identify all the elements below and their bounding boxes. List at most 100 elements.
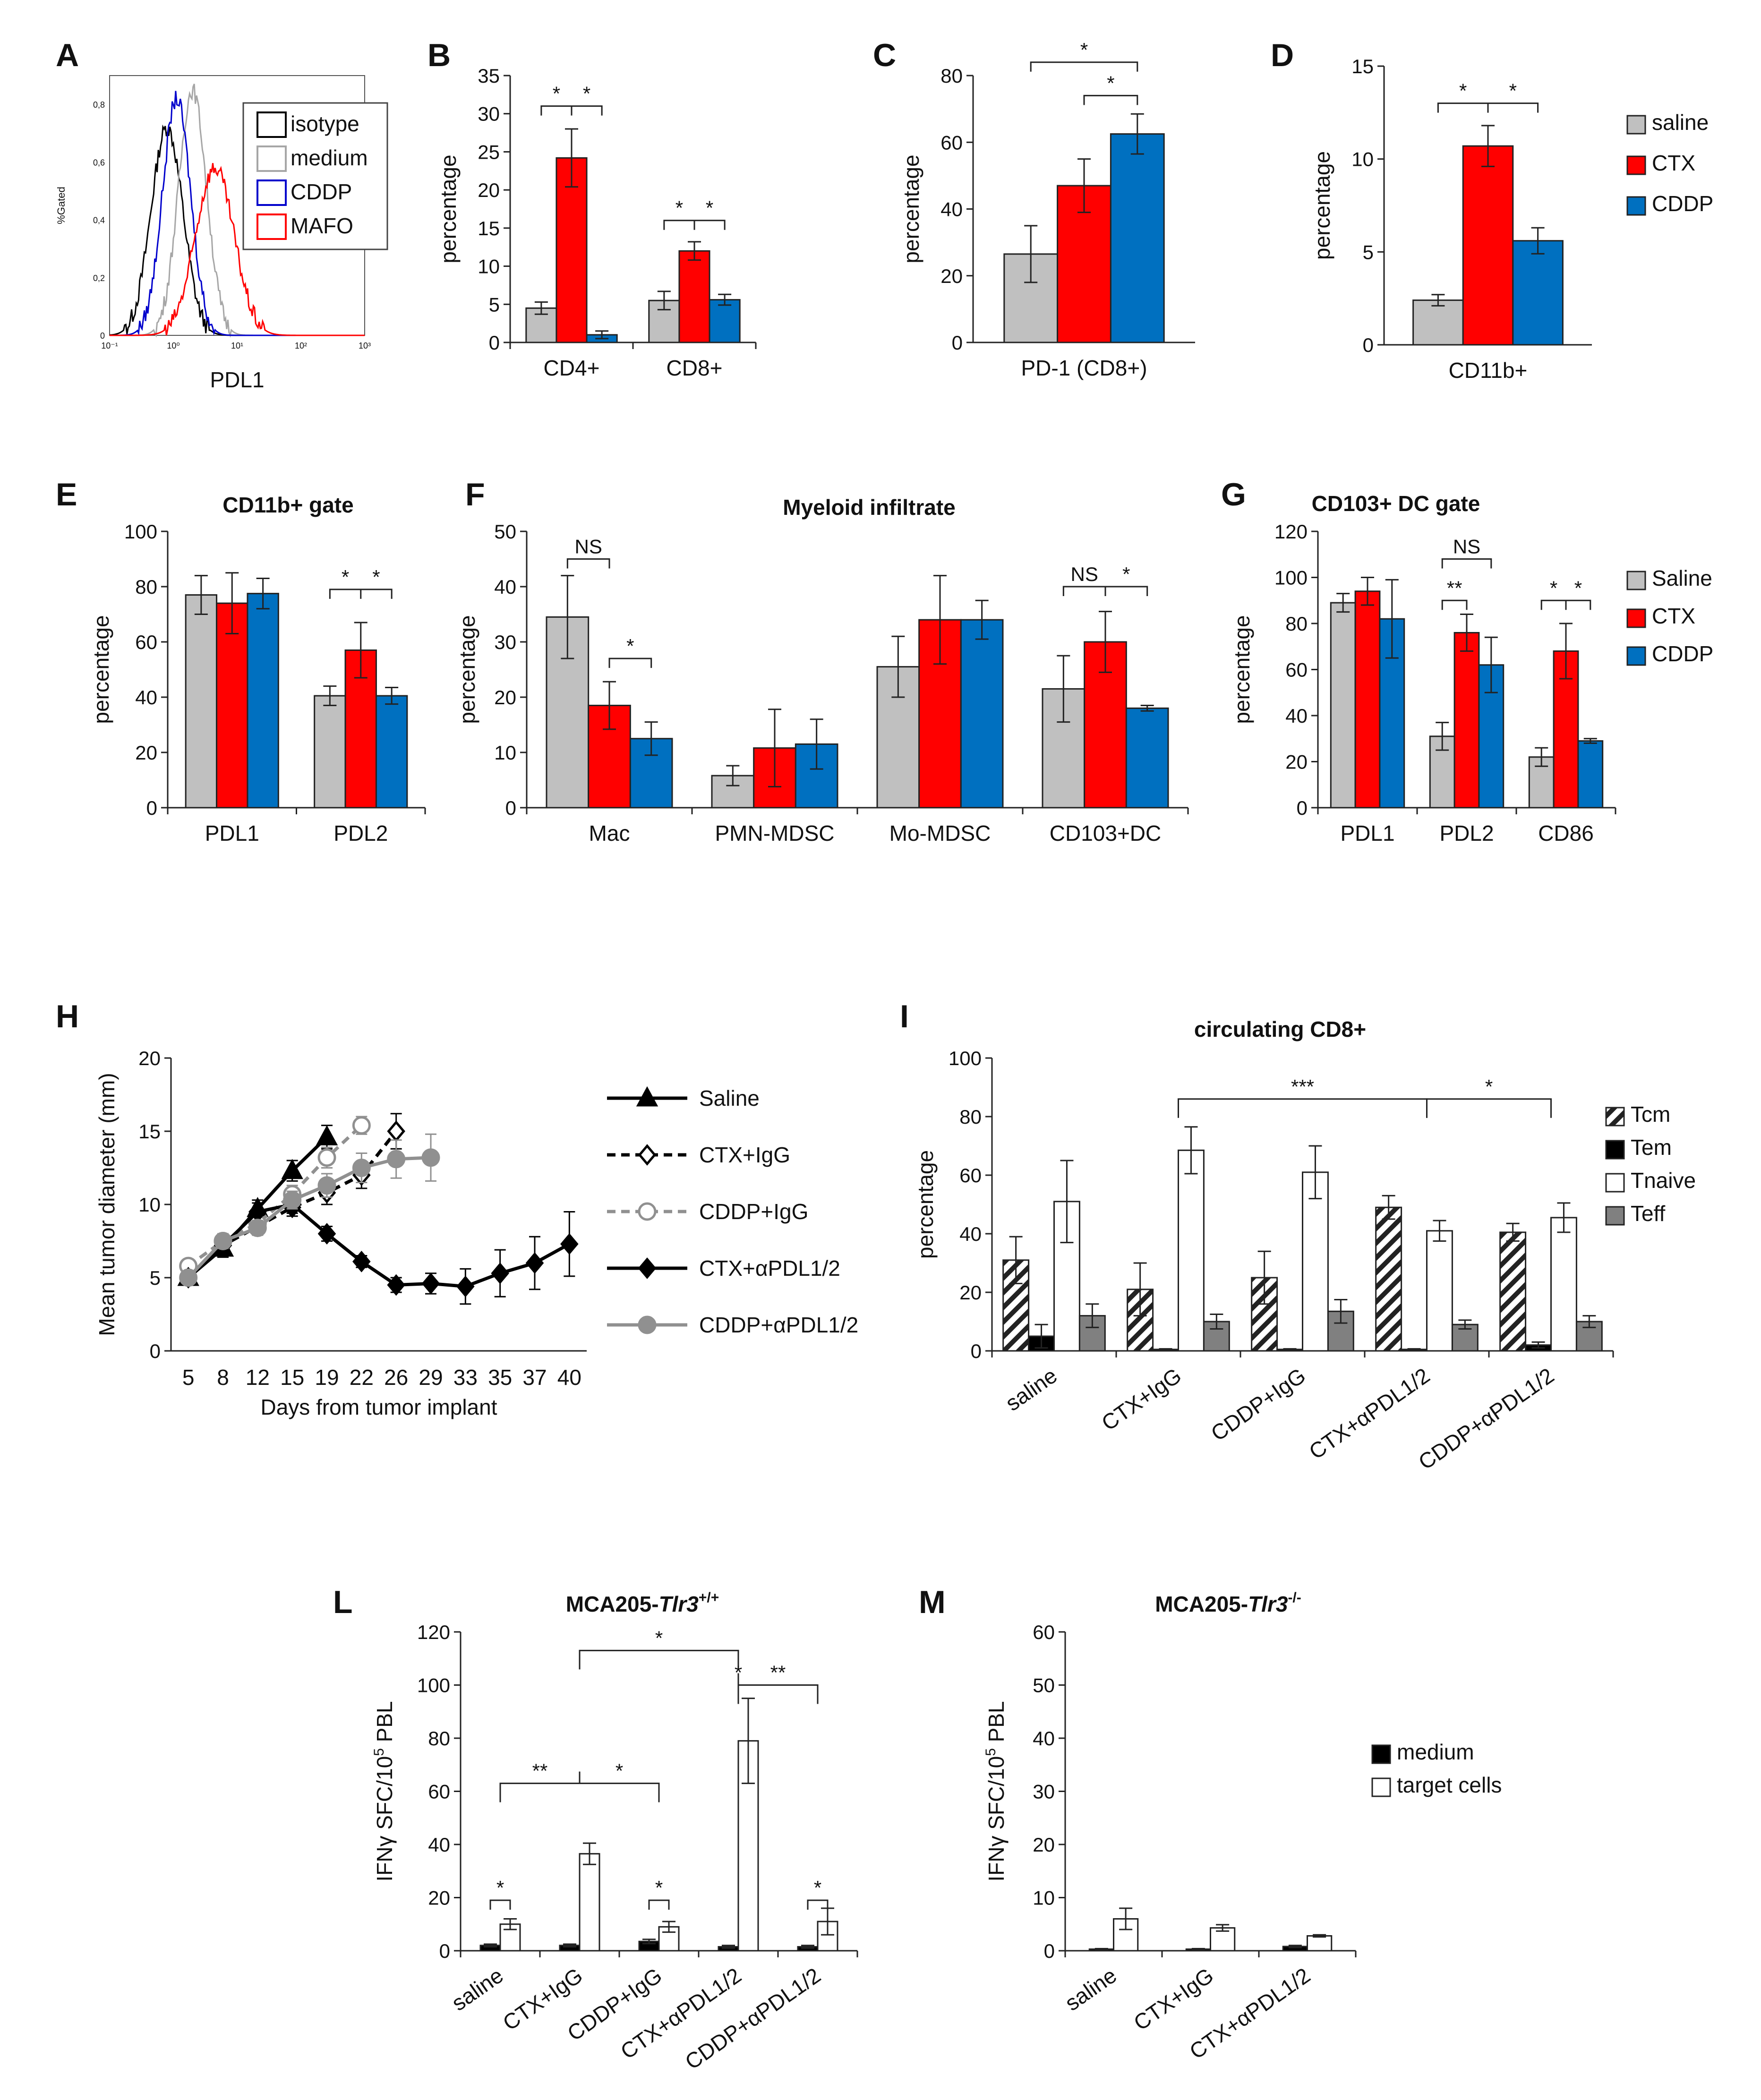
- error-bar: [722, 1945, 735, 1949]
- error-bar: [534, 301, 548, 315]
- legend-swatch-saline: [1626, 571, 1646, 590]
- y-tick-label: 35: [478, 65, 500, 87]
- error-bar: [1130, 113, 1144, 155]
- x-category-label: PDL2: [1439, 821, 1494, 845]
- significance-bracket: [579, 1649, 739, 1670]
- significance-label: *: [1122, 563, 1130, 585]
- y-tick-label: 0: [1363, 334, 1374, 356]
- x-tick-label: 19: [315, 1365, 339, 1390]
- bar-saline-cd11b: [1412, 299, 1464, 346]
- error-bar: [768, 709, 781, 788]
- y-tick-label: 40: [1033, 1727, 1055, 1750]
- error-bar: [583, 1842, 596, 1865]
- significance-label: *: [615, 1760, 623, 1782]
- series-line-ctx-pdl1-2: [187, 1203, 571, 1289]
- y-tick-label: 0: [150, 1340, 161, 1362]
- error-bar: [595, 330, 609, 340]
- error-bar: [1184, 1126, 1198, 1175]
- panel-i-bar-chart: I 0 20 40 60 80 100 saline CTX+IgG CDDP+IgGCTX+αP…: [900, 999, 1696, 1475]
- bar-cddp-cd103-dc: [1125, 707, 1169, 809]
- y-tick-label: 25: [478, 141, 500, 163]
- x-axis-label: Days from tumor implant: [260, 1395, 497, 1419]
- y-tick-label: 0: [1297, 797, 1308, 819]
- y-tick-label: 100: [417, 1674, 450, 1697]
- chart-title: MCA205-Tlr3+/+: [566, 1590, 719, 1616]
- y-tick-label: 80: [1285, 613, 1308, 635]
- x-category-label: PDL2: [333, 821, 388, 845]
- significance-bracket: [663, 220, 726, 230]
- y-axis-label: percentage: [1230, 615, 1254, 724]
- x-tick-label: 33: [453, 1365, 478, 1390]
- bar-ctx-pdl2: [1453, 632, 1480, 809]
- error-bar: [1288, 1945, 1302, 1948]
- error-bar: [323, 685, 337, 707]
- significance-bracket: [737, 1684, 819, 1704]
- error-bar: [484, 1943, 497, 1948]
- legend-label-mafo: MAFO: [291, 213, 353, 238]
- marker-cddp-pdl1-2: [352, 1159, 371, 1177]
- marker-saline: [281, 1159, 303, 1179]
- significance-label: *: [1550, 577, 1557, 599]
- error-bar: [1583, 738, 1597, 744]
- y-tick-label: 10: [1033, 1887, 1055, 1909]
- error-bar: [1283, 1348, 1297, 1351]
- error-bar: [504, 1918, 517, 1930]
- error-bar: [565, 128, 578, 188]
- significance-bracket: [1441, 599, 1468, 610]
- x-category-label: CD11b+: [1449, 358, 1528, 383]
- significance-label: *: [814, 1877, 821, 1899]
- significance-label: *: [496, 1877, 504, 1899]
- marker-saline: [316, 1125, 338, 1145]
- significance-label: *: [1574, 577, 1582, 599]
- bar-cddp-cd8: [709, 299, 741, 343]
- error-bar: [1159, 1348, 1172, 1351]
- marker-cddp-pdl1-2: [317, 1176, 336, 1195]
- y-axis-label: percentage: [913, 1150, 938, 1259]
- error-bar: [742, 1698, 755, 1784]
- error-bar: [688, 241, 701, 261]
- bar-saline-pdl1: [185, 594, 218, 809]
- bar-cddp-cd86: [1577, 740, 1604, 809]
- error-bar: [1431, 294, 1445, 307]
- significance-bracket: [648, 1899, 670, 1910]
- legend-label-cddp-igg: CDDP+IgG: [699, 1199, 808, 1224]
- y-tick-label: 20: [135, 742, 157, 764]
- significance-label: *: [342, 566, 349, 588]
- error-bar: [1334, 1299, 1348, 1324]
- x-tick-label: 22: [350, 1365, 374, 1390]
- panel-letter-e: E: [56, 477, 77, 512]
- legend-label-tcm: Tcm: [1631, 1102, 1670, 1127]
- bar-saline-pdl1: [1330, 602, 1356, 809]
- legend-label-ctx: CTX: [1652, 151, 1695, 175]
- x-category-label: CD86: [1538, 821, 1594, 845]
- legend-label-medium: medium: [1397, 1740, 1474, 1764]
- legend-swatch-saline: [1626, 115, 1646, 135]
- error-bar: [1308, 1145, 1322, 1200]
- error-bar: [1407, 1348, 1421, 1351]
- bar-saline-pdl2: [314, 695, 346, 809]
- y-tick-label: 15: [478, 217, 500, 239]
- y-tick-label: 20: [138, 1047, 161, 1069]
- panel-letter-b: B: [427, 37, 451, 73]
- legend-swatch-tem: [1605, 1140, 1625, 1160]
- significance-bracket: [1083, 94, 1138, 105]
- significance-label: *: [735, 1662, 742, 1684]
- y-tick-label: 20: [428, 1887, 450, 1909]
- error-bar: [1458, 1319, 1472, 1330]
- marker-ctx-pdl1-2: [317, 1223, 336, 1245]
- legend-label-cddp: CDDP: [1652, 641, 1713, 666]
- marker-cddp-pdl1-2: [214, 1232, 232, 1250]
- y-axis-label: %Gated: [55, 187, 67, 224]
- bar-tnaive-ctx-pdl1-2: [1426, 1230, 1453, 1352]
- significance-label: *: [372, 566, 380, 588]
- legend-label-ctx-pdl1-2: CTX+αPDL1/2: [699, 1256, 840, 1280]
- y-axis-label: IFNγ SFC/105 PBL: [371, 1701, 397, 1881]
- legend-swatch-cddp: [1626, 196, 1646, 216]
- legend-marker-ctx-igg: [638, 1144, 657, 1166]
- error-bar: [1060, 1160, 1074, 1244]
- chart-title: CD11b+ gate: [222, 493, 353, 517]
- error-bar: [810, 718, 823, 770]
- legend-label-isotype: isotype: [291, 111, 359, 136]
